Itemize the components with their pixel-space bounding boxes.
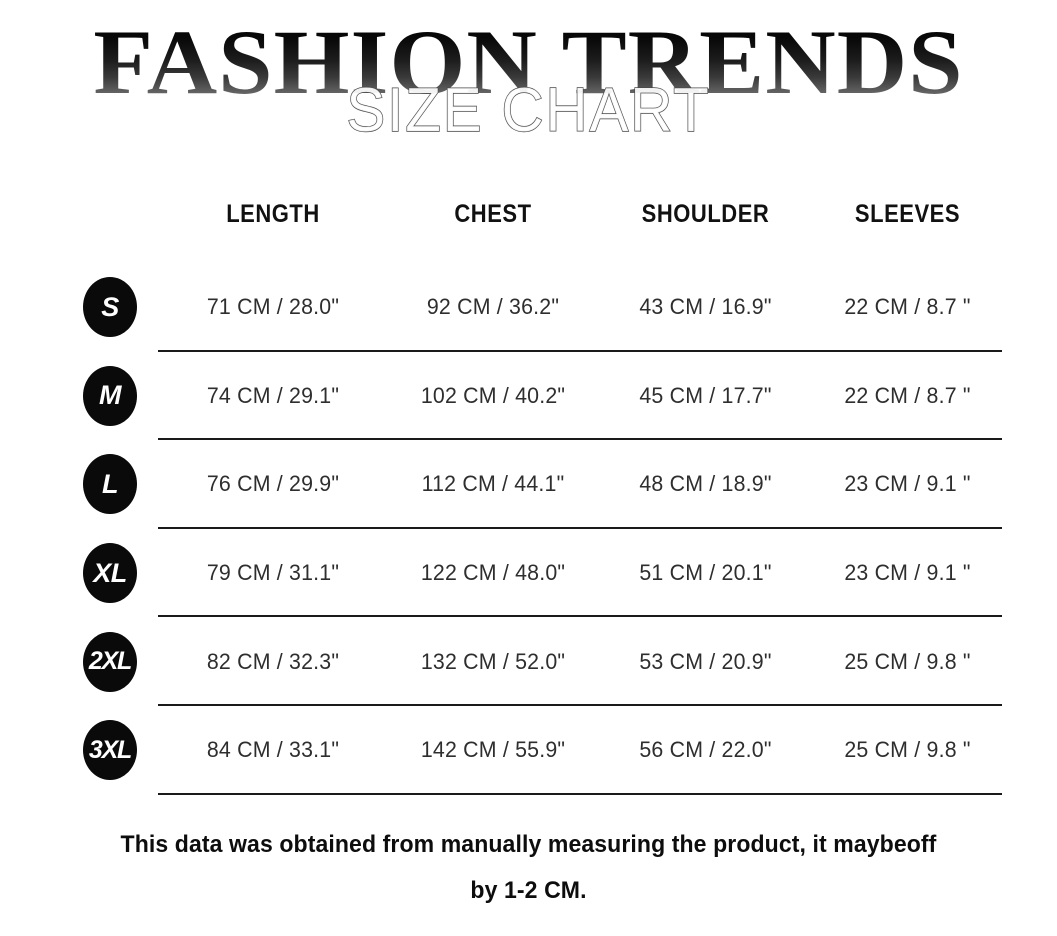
cell-sleeves: 23 CM / 9.1 " <box>844 560 971 586</box>
table-row: XL 79 CM / 31.1" 122 CM / 48.0" 51 CM / … <box>0 529 1057 618</box>
cell-sleeves: 25 CM / 9.8 " <box>844 737 971 763</box>
row-cells: 79 CM / 31.1" 122 CM / 48.0" 51 CM / 20.… <box>158 529 1002 618</box>
cell-length: 76 CM / 29.9" <box>206 471 340 497</box>
table-rows: S 71 CM / 28.0" 92 CM / 36.2" 43 CM / 16… <box>0 263 1057 795</box>
cell-shoulder: 51 CM / 20.1" <box>639 560 772 586</box>
row-divider <box>158 349 1002 352</box>
size-badge-s: S <box>83 277 137 338</box>
table-row: 2XL 82 CM / 32.3" 132 CM / 52.0" 53 CM /… <box>0 617 1057 706</box>
row-divider <box>158 438 1002 441</box>
row-cells: 76 CM / 29.9" 112 CM / 44.1" 48 CM / 18.… <box>158 440 1002 529</box>
size-badge-label: S <box>101 291 119 322</box>
row-divider <box>158 792 1002 795</box>
cell-chest: 92 CM / 36.2" <box>426 294 560 320</box>
row-divider <box>158 703 1002 706</box>
cell-shoulder: 56 CM / 22.0" <box>639 737 772 763</box>
table-row: 3XL 84 CM / 33.1" 142 CM / 55.9" 56 CM /… <box>0 706 1057 795</box>
size-badge-xl: XL <box>83 543 137 604</box>
row-cells: 71 CM / 28.0" 92 CM / 36.2" 43 CM / 16.9… <box>158 263 1002 352</box>
cell-sleeves: 23 CM / 9.1 " <box>844 471 971 497</box>
cell-shoulder: 43 CM / 16.9" <box>639 294 772 320</box>
cell-chest: 112 CM / 44.1" <box>421 471 565 497</box>
cell-shoulder: 48 CM / 18.9" <box>639 471 772 497</box>
cell-sleeves: 25 CM / 9.8 " <box>844 648 971 674</box>
cell-sleeves: 22 CM / 8.7 " <box>844 382 971 408</box>
table-column-headers: LENGTH CHEST SHOULDER SLEEVES <box>158 193 1002 235</box>
column-header-sleeves: SLEEVES <box>854 200 961 228</box>
size-badge-label: 2XL <box>88 647 132 676</box>
table-row: S 71 CM / 28.0" 92 CM / 36.2" 43 CM / 16… <box>0 263 1057 352</box>
row-divider <box>158 615 1002 618</box>
page-title: FASHION TRENDS <box>0 14 1057 110</box>
cell-shoulder: 53 CM / 20.9" <box>639 648 772 674</box>
table-row: M 74 CM / 29.1" 102 CM / 40.2" 45 CM / 1… <box>0 352 1057 441</box>
cell-length: 79 CM / 31.1" <box>206 560 340 586</box>
cell-length: 84 CM / 33.1" <box>206 737 340 763</box>
cell-length: 74 CM / 29.1" <box>206 382 340 408</box>
size-badge-label: 3XL <box>88 735 132 764</box>
disclaimer-line-2: by 1-2 CM. <box>470 877 587 904</box>
cell-length: 82 CM / 32.3" <box>206 648 340 674</box>
cell-sleeves: 22 CM / 8.7 " <box>844 294 971 320</box>
disclaimer-line-1: This data was obtained from manually mea… <box>120 831 937 858</box>
cell-chest: 102 CM / 40.2" <box>420 382 566 408</box>
size-badge-label: M <box>99 380 122 411</box>
column-header-shoulder: SHOULDER <box>641 200 770 228</box>
row-cells: 82 CM / 32.3" 132 CM / 52.0" 53 CM / 20.… <box>158 617 1002 706</box>
row-cells: 84 CM / 33.1" 142 CM / 55.9" 56 CM / 22.… <box>158 706 1002 795</box>
row-divider <box>158 526 1002 529</box>
column-header-length: LENGTH <box>226 200 320 228</box>
cell-chest: 132 CM / 52.0" <box>420 648 566 674</box>
cell-length: 71 CM / 28.0" <box>206 294 340 320</box>
row-cells: 74 CM / 29.1" 102 CM / 40.2" 45 CM / 17.… <box>158 352 1002 441</box>
table-row: L 76 CM / 29.9" 112 CM / 44.1" 48 CM / 1… <box>0 440 1057 529</box>
cell-chest: 122 CM / 48.0" <box>420 560 566 586</box>
size-badge-3xl: 3XL <box>83 720 137 781</box>
cell-shoulder: 45 CM / 17.7" <box>639 382 772 408</box>
size-badge-2xl: 2XL <box>83 631 137 692</box>
header-block: FASHION TRENDS SIZE CHART <box>0 0 1057 170</box>
size-badge-m: M <box>83 365 137 426</box>
size-badge-l: L <box>83 454 137 515</box>
cell-chest: 142 CM / 55.9" <box>420 737 566 763</box>
page-subtitle: SIZE CHART <box>346 76 711 145</box>
size-badge-label: L <box>102 468 119 499</box>
size-badge-label: XL <box>93 557 127 588</box>
measurement-disclaimer: This data was obtained from manually mea… <box>0 822 1057 914</box>
column-header-chest: CHEST <box>454 200 532 228</box>
